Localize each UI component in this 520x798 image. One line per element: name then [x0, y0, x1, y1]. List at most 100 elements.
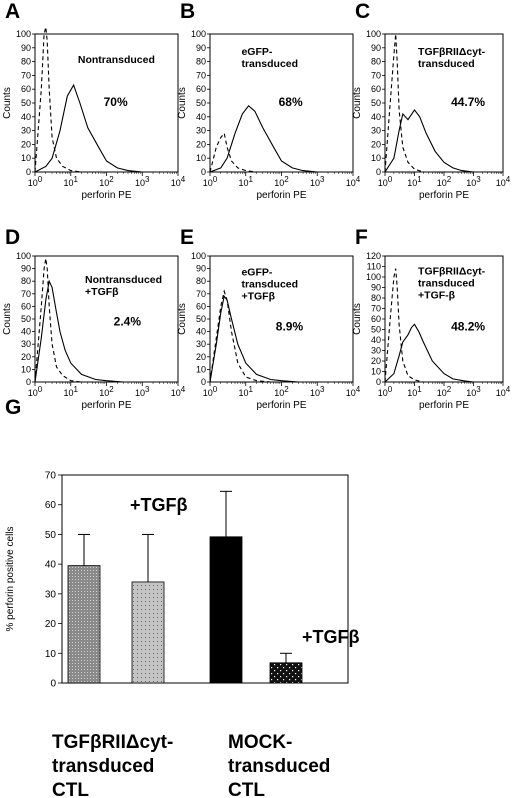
- y-tick-label: 30: [196, 339, 206, 349]
- panel-annotation: Nontransduced: [85, 274, 162, 286]
- y-axis-label: Counts: [177, 87, 188, 119]
- y-tick-label: 50: [45, 530, 57, 541]
- y-tick-label: 0: [376, 167, 381, 177]
- panel-letter: A: [5, 0, 20, 23]
- y-tick-label: 90: [371, 43, 381, 53]
- y-tick-label: 100: [366, 29, 381, 39]
- x-tick-label: 101: [64, 385, 79, 398]
- y-tick-label: 80: [196, 276, 206, 286]
- y-tick-label: 10: [45, 649, 57, 660]
- y-tick-label: 20: [371, 139, 381, 149]
- x-tick-label: 104: [171, 385, 186, 398]
- x-axis-label: perforin PE: [419, 190, 469, 201]
- histogram-series-solid: [34, 83, 143, 173]
- y-tick-label: 80: [21, 57, 31, 67]
- histogram-series-solid: [384, 323, 474, 383]
- y-tick-label: 90: [196, 43, 206, 53]
- x-tick-label: 102: [99, 175, 114, 188]
- y-tick-label: 60: [196, 301, 206, 311]
- histogram-series-dashed: [384, 268, 436, 383]
- y-tick-label: 40: [45, 560, 57, 571]
- y-tick-label: 100: [16, 29, 31, 39]
- y-tick-label: 80: [371, 293, 381, 303]
- y-tick-label: 40: [21, 112, 31, 122]
- percent-label: 8.9%: [276, 319, 304, 333]
- panel-annotation: TGFβRIIΔcyt-: [418, 265, 486, 277]
- y-tick-label: 20: [21, 139, 31, 149]
- y-tick-label: 100: [16, 251, 31, 261]
- y-tick-label: 110: [367, 262, 381, 272]
- panel-letter: G: [5, 396, 21, 419]
- y-axis-label: % perforin positive cells: [5, 526, 16, 631]
- y-tick-label: 70: [196, 289, 206, 299]
- y-tick-label: 30: [371, 346, 381, 356]
- x-axis-label: perforin PE: [81, 190, 131, 201]
- y-tick-label: 50: [371, 325, 381, 335]
- category-label: CTL: [228, 780, 265, 798]
- percent-label: 44.7%: [451, 95, 485, 109]
- y-tick-label: 60: [45, 500, 57, 511]
- y-tick-label: 60: [371, 84, 381, 94]
- y-tick-label: 100: [191, 251, 206, 261]
- histogram-series-solid: [384, 108, 474, 173]
- x-tick-label: 102: [437, 385, 452, 398]
- y-tick-label: 10: [196, 153, 206, 163]
- panel-annotation: transduced: [418, 58, 475, 70]
- bar: [269, 662, 303, 684]
- y-tick-label: 50: [21, 314, 31, 324]
- y-tick-label: 80: [21, 276, 31, 286]
- y-axis-label: Counts: [2, 303, 13, 335]
- y-tick-label: 120: [366, 251, 381, 261]
- y-tick-label: 70: [21, 70, 31, 80]
- y-tick-label: 60: [21, 84, 31, 94]
- y-tick-label: 40: [196, 327, 206, 337]
- y-tick-label: 90: [196, 264, 206, 274]
- y-tick-label: 100: [191, 29, 206, 39]
- y-axis-label: Counts: [2, 87, 13, 119]
- category-label: CTL: [52, 780, 89, 798]
- histogram-series-dashed: [34, 258, 96, 383]
- y-tick-label: 90: [21, 264, 31, 274]
- y-tick-label: 50: [21, 98, 31, 108]
- y-tick-label: 30: [21, 339, 31, 349]
- x-tick-label: 104: [346, 175, 361, 188]
- x-tick-label: 101: [64, 175, 79, 188]
- bar-chart-g: G 0 10 20 30 40 50 60 70 % perforin positive cell…: [5, 396, 360, 798]
- panel-letter: F: [355, 226, 368, 249]
- x-tick-label: 102: [99, 385, 114, 398]
- panel-annotation: transduced: [241, 279, 298, 291]
- y-axis-label: Counts: [177, 303, 188, 335]
- panel-annotation: TGFβRIIΔcyt-: [418, 46, 486, 58]
- histogram-series-dashed: [384, 33, 436, 173]
- y-tick-label: 70: [196, 70, 206, 80]
- y-tick-label: 10: [21, 153, 31, 163]
- y-axis-label: Counts: [352, 303, 363, 335]
- category-label: MOCK-: [228, 732, 292, 753]
- y-tick-label: 30: [45, 589, 57, 600]
- y-tick-label: 100: [366, 272, 381, 282]
- panel-letter: B: [180, 0, 195, 23]
- bar: [67, 565, 101, 684]
- bar-annotation: +TGFβ: [130, 495, 188, 515]
- panel-annotation: eGFP-: [241, 46, 272, 58]
- y-tick-label: 40: [371, 335, 381, 345]
- x-tick-label: 103: [310, 175, 325, 188]
- y-tick-label: 80: [196, 57, 206, 67]
- percent-label: 2.4%: [114, 314, 142, 328]
- bar-annotation: +TGFβ: [302, 627, 360, 647]
- y-tick-label: 40: [196, 112, 206, 122]
- x-tick-label: 104: [171, 175, 186, 188]
- y-tick-label: 20: [196, 139, 206, 149]
- y-tick-label: 70: [371, 304, 381, 314]
- y-tick-label: 20: [196, 352, 206, 362]
- histogram-series-solid: [209, 295, 299, 383]
- x-tick-label: 101: [407, 385, 422, 398]
- bar: [209, 536, 243, 684]
- x-tick-label: 104: [346, 385, 361, 398]
- x-axis-label: perforin PE: [256, 190, 306, 201]
- y-tick-label: 0: [376, 377, 381, 387]
- panel-letter: D: [5, 226, 20, 249]
- category-label: TGFβRIIΔcyt-: [52, 732, 173, 753]
- bar: [131, 581, 165, 684]
